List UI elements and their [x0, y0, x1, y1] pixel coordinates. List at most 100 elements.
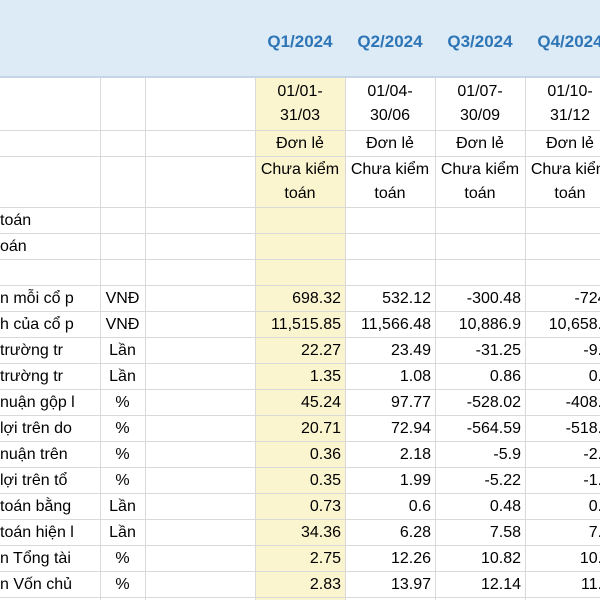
unit-cell[interactable]: Lần: [109, 524, 136, 541]
value-cell[interactable]: 6.28: [399, 524, 431, 541]
row-label[interactable]: n Vốn chủ: [0, 576, 73, 593]
period-cell[interactable]: 01/10-: [547, 83, 593, 100]
audit-status-cell[interactable]: toán: [464, 185, 496, 202]
value-cell[interactable]: 7.58: [489, 524, 521, 541]
row-label[interactable]: h của cổ p: [0, 316, 74, 333]
audit-status-cell[interactable]: toán: [554, 185, 586, 202]
value-cell[interactable]: 2.75: [309, 550, 341, 567]
value-cell[interactable]: 11,566.48: [361, 316, 431, 333]
value-cell[interactable]: 10,658.9: [548, 316, 600, 333]
unit-cell[interactable]: Lần: [109, 368, 136, 385]
unit-cell[interactable]: %: [115, 472, 130, 489]
value-cell[interactable]: 13.97: [390, 576, 431, 593]
grid-row: [0, 494, 600, 520]
value-cell[interactable]: -724.: [574, 290, 600, 307]
value-cell[interactable]: 2.83: [309, 576, 341, 593]
value-cell[interactable]: 0.36: [309, 446, 341, 463]
value-cell[interactable]: -9.2: [583, 342, 600, 359]
period-cell[interactable]: 31/03: [279, 107, 321, 124]
unit-cell[interactable]: VNĐ: [105, 316, 140, 333]
value-cell[interactable]: -528.02: [466, 394, 521, 411]
value-cell[interactable]: 7.8: [588, 524, 600, 541]
value-cell[interactable]: 22.27: [300, 342, 341, 359]
report-type-cell[interactable]: Đơn lẻ: [276, 135, 324, 152]
row-label[interactable]: lợi trên tổ: [0, 472, 68, 489]
row-label[interactable]: nuận gộp l: [0, 394, 75, 411]
period-cell[interactable]: 01/07-: [457, 83, 503, 100]
period-cell[interactable]: 30/06: [369, 107, 411, 124]
value-cell[interactable]: -1.8: [583, 472, 600, 489]
unit-cell[interactable]: %: [115, 394, 130, 411]
value-cell[interactable]: 1.99: [399, 472, 431, 489]
unit-cell[interactable]: %: [115, 550, 130, 567]
value-cell[interactable]: 97.77: [390, 394, 431, 411]
value-cell[interactable]: 1.35: [309, 368, 341, 385]
unit-cell[interactable]: %: [115, 420, 130, 437]
row-label[interactable]: trường tr: [0, 342, 63, 359]
grid-row-period: [0, 78, 600, 131]
report-type-cell[interactable]: Đơn lẻ: [366, 135, 414, 152]
value-cell[interactable]: -518.5: [565, 420, 600, 437]
value-cell[interactable]: 0.86: [489, 368, 521, 385]
value-cell[interactable]: -5.22: [484, 472, 521, 489]
value-cell[interactable]: -5.9: [493, 446, 521, 463]
value-cell[interactable]: 34.36: [300, 524, 341, 541]
audit-status-cell[interactable]: toán: [374, 185, 406, 202]
value-cell[interactable]: 1.08: [399, 368, 431, 385]
audit-status-cell[interactable]: toán: [284, 185, 316, 202]
row-label[interactable]: oán: [0, 238, 27, 255]
quarter-header[interactable]: Q2/2024: [357, 32, 423, 51]
value-cell[interactable]: -300.48: [466, 290, 521, 307]
value-cell[interactable]: 0.73: [309, 498, 341, 515]
value-cell[interactable]: 0.6: [408, 498, 431, 515]
row-label[interactable]: lợi trên do: [0, 420, 72, 437]
value-cell[interactable]: 10.1: [579, 550, 600, 567]
value-cell[interactable]: 45.24: [300, 394, 341, 411]
value-cell[interactable]: -408.3: [565, 394, 600, 411]
quarter-header[interactable]: Q3/2024: [447, 32, 513, 51]
value-cell[interactable]: -31.25: [475, 342, 521, 359]
unit-cell[interactable]: %: [115, 446, 130, 463]
value-cell[interactable]: 10.82: [480, 550, 521, 567]
value-cell[interactable]: 72.94: [390, 420, 431, 437]
value-cell[interactable]: 11,515.85: [271, 316, 341, 333]
audit-status-cell[interactable]: Chưa kiểm: [350, 161, 430, 178]
value-cell[interactable]: 0.35: [309, 472, 341, 489]
value-cell[interactable]: 12.26: [390, 550, 431, 567]
unit-cell[interactable]: Lần: [109, 498, 136, 515]
value-cell[interactable]: 20.71: [300, 420, 341, 437]
value-cell[interactable]: 0.48: [489, 498, 521, 515]
value-cell[interactable]: 0.0: [588, 498, 600, 515]
period-cell[interactable]: 30/09: [459, 107, 501, 124]
value-cell[interactable]: 532.12: [382, 290, 431, 307]
row-label[interactable]: trường tr: [0, 368, 63, 385]
unit-cell[interactable]: VNĐ: [105, 290, 140, 307]
report-type-cell[interactable]: Đơn lẻ: [456, 135, 504, 152]
value-cell[interactable]: 698.32: [292, 290, 341, 307]
quarter-header[interactable]: Q1/2024: [267, 32, 333, 51]
row-label[interactable]: toán bằng: [0, 498, 72, 515]
value-cell[interactable]: 11.3: [581, 576, 600, 593]
audit-status-cell[interactable]: Chưa kiểm: [440, 161, 520, 178]
value-cell[interactable]: 23.49: [390, 342, 431, 359]
row-label[interactable]: n mỗi cổ p: [0, 290, 74, 307]
report-type-cell[interactable]: Đơn lẻ: [546, 135, 594, 152]
row-label[interactable]: nuận trên: [0, 446, 68, 463]
period-cell[interactable]: 01/04-: [367, 83, 413, 100]
audit-status-cell[interactable]: Chưa kiểm: [530, 161, 600, 178]
unit-cell[interactable]: Lần: [109, 342, 136, 359]
period-cell[interactable]: 31/12: [549, 107, 591, 124]
value-cell[interactable]: 10,886.9: [458, 316, 521, 333]
unit-cell[interactable]: %: [115, 576, 130, 593]
value-cell[interactable]: -2.1: [583, 446, 600, 463]
value-cell[interactable]: 0.6: [588, 368, 600, 385]
row-label[interactable]: toán hiện l: [0, 524, 74, 541]
row-label[interactable]: toán: [0, 212, 32, 229]
row-label[interactable]: n Tổng tài: [0, 550, 71, 567]
audit-status-cell[interactable]: Chưa kiểm: [260, 161, 340, 178]
value-cell[interactable]: 2.18: [399, 446, 431, 463]
quarter-header[interactable]: Q4/2024: [537, 32, 600, 51]
period-cell[interactable]: 01/01-: [277, 83, 323, 100]
value-cell[interactable]: -564.59: [466, 420, 521, 437]
value-cell[interactable]: 12.14: [480, 576, 521, 593]
